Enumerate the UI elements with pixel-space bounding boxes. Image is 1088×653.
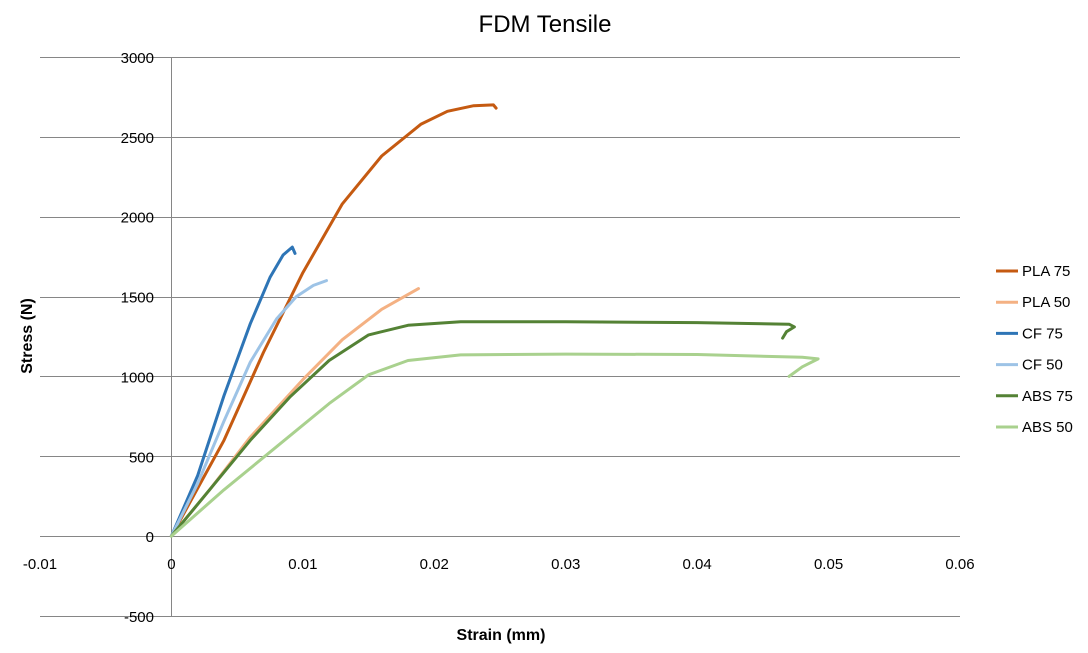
- y-tick-label-4: 1500: [121, 290, 154, 307]
- x-tick-label-3: 0.02: [420, 556, 449, 573]
- series-line-3: [169, 279, 328, 538]
- x-tick-labels: -0.01 0 0.01 0.02 0.03 0.04 0.05 0.06: [23, 556, 975, 573]
- series-line-0: [169, 103, 498, 538]
- y-tick-label-5: 2000: [121, 210, 154, 227]
- y-axis-title: Stress (N): [19, 298, 36, 374]
- legend-label-4: ABS 75: [1022, 388, 1073, 405]
- legend-label-2: CF 75: [1022, 325, 1063, 342]
- gridlines: [40, 57, 960, 617]
- series-line-1: [169, 287, 420, 538]
- legend-label-1: PLA 50: [1022, 294, 1070, 311]
- x-tick-label-7: 0.06: [945, 556, 974, 573]
- y-tick-label-2: 500: [129, 449, 154, 466]
- series-line-2: [169, 245, 297, 538]
- y-tick-label-6: 2500: [121, 130, 154, 147]
- series-lines: [169, 103, 820, 538]
- legend-label-3: CF 50: [1022, 357, 1063, 374]
- y-tick-label-7: 3000: [121, 50, 154, 67]
- y-tick-label-1: 0: [146, 529, 154, 546]
- x-tick-label-5: 0.04: [683, 556, 712, 573]
- legend-label-0: PLA 75: [1022, 263, 1070, 280]
- x-tick-label-6: 0.05: [814, 556, 843, 573]
- x-tick-label-0: -0.01: [23, 556, 57, 573]
- x-tick-label-1: 0: [167, 556, 175, 573]
- series-line-5: [169, 352, 820, 538]
- x-tick-label-2: 0.01: [288, 556, 317, 573]
- x-axis-title: Strain (mm): [457, 627, 546, 644]
- legend: PLA 75 PLA 50 CF 75 CF 50 ABS 75 ABS 50: [996, 263, 1073, 436]
- y-tick-label-3: 1000: [121, 369, 154, 386]
- series-line-4: [169, 320, 796, 538]
- y-tick-labels: -500 0 500 1000 1500 2000 2500 3000: [121, 50, 154, 626]
- legend-label-5: ABS 50: [1022, 419, 1073, 436]
- y-tick-label-0: -500: [124, 609, 154, 626]
- x-tick-label-4: 0.03: [551, 556, 580, 573]
- chart-title: FDM Tensile: [479, 11, 612, 38]
